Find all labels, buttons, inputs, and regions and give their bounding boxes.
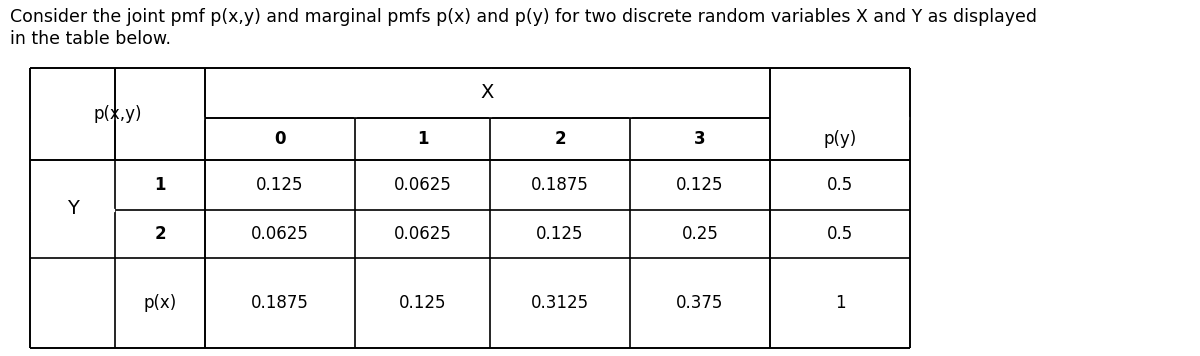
Text: Y: Y [66,199,78,219]
Text: 1: 1 [416,130,428,148]
Text: 1: 1 [835,294,845,312]
Text: 0.125: 0.125 [536,225,583,243]
Text: 0: 0 [275,130,286,148]
Text: 0.125: 0.125 [677,176,724,194]
Text: 0.0625: 0.0625 [251,225,308,243]
Text: X: X [481,84,494,103]
Text: p(y): p(y) [823,130,857,148]
Text: in the table below.: in the table below. [10,30,172,48]
Text: 2: 2 [554,130,566,148]
Text: 2: 2 [154,225,166,243]
Text: 0.0625: 0.0625 [394,176,451,194]
Text: 3: 3 [694,130,706,148]
Text: 0.1875: 0.1875 [251,294,308,312]
Text: 0.375: 0.375 [677,294,724,312]
Text: Consider the joint pmf p(x,y) and marginal pmfs p(x) and p(y) for two discrete r: Consider the joint pmf p(x,y) and margin… [10,8,1037,26]
Text: 0.1875: 0.1875 [532,176,589,194]
Text: 0.3125: 0.3125 [530,294,589,312]
Text: 0.125: 0.125 [257,176,304,194]
Text: p(x): p(x) [143,294,176,312]
Text: 0.125: 0.125 [398,294,446,312]
Text: 1: 1 [155,176,166,194]
Text: 0.25: 0.25 [682,225,719,243]
Text: 0.5: 0.5 [827,176,853,194]
Text: 0.0625: 0.0625 [394,225,451,243]
Text: p(x,y): p(x,y) [94,105,142,123]
Text: 0.5: 0.5 [827,225,853,243]
